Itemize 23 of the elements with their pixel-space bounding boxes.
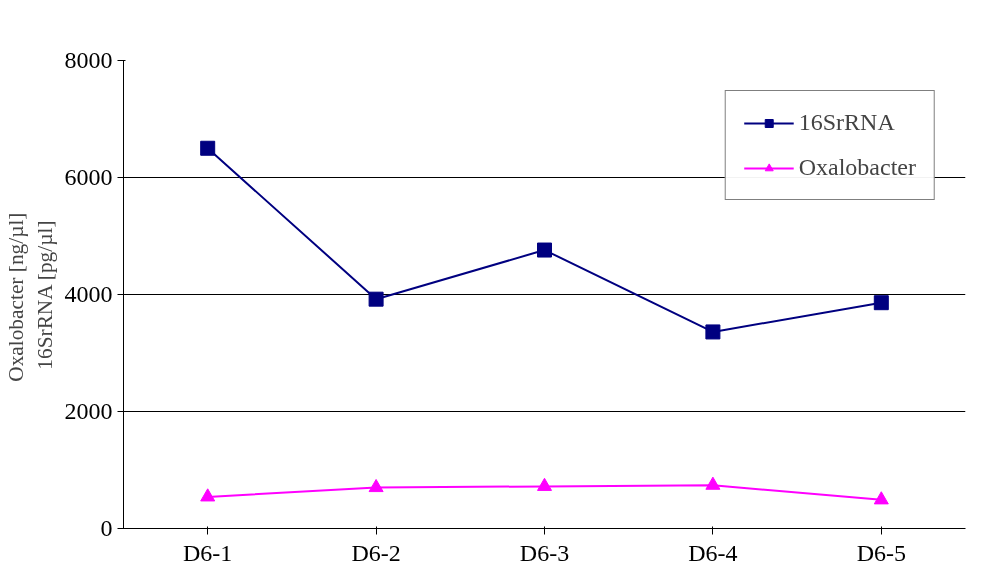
- legend-label: Oxalobacter: [798, 154, 916, 181]
- point: [873, 295, 889, 311]
- x-tick-label: D6-3: [519, 539, 570, 566]
- y-tick-label: 6000: [64, 164, 113, 190]
- y-tick-label: 0: [100, 515, 113, 541]
- x-tick-label: D6-5: [856, 539, 906, 566]
- point: [537, 242, 552, 258]
- point: [368, 478, 384, 493]
- y-tick-label: 4000: [64, 281, 113, 307]
- y-tick-label: 2000: [64, 398, 113, 424]
- legend-label: 16SrRNA: [798, 109, 895, 136]
- point: [537, 477, 552, 491]
- point: [200, 140, 216, 156]
- y-tick-label: 8000: [64, 47, 113, 73]
- x-tick-label: D6-4: [688, 539, 738, 566]
- point: [705, 324, 721, 340]
- point: [873, 491, 889, 505]
- point: [705, 476, 721, 490]
- point: [368, 291, 384, 307]
- x-tick-label: D6-2: [351, 539, 401, 566]
- y-axis-title: Oxalobacter [ng/µl] 16SrRNA [pg/µl]: [3, 212, 57, 382]
- point: [200, 488, 216, 502]
- x-tick-label: D6-1: [183, 539, 233, 566]
